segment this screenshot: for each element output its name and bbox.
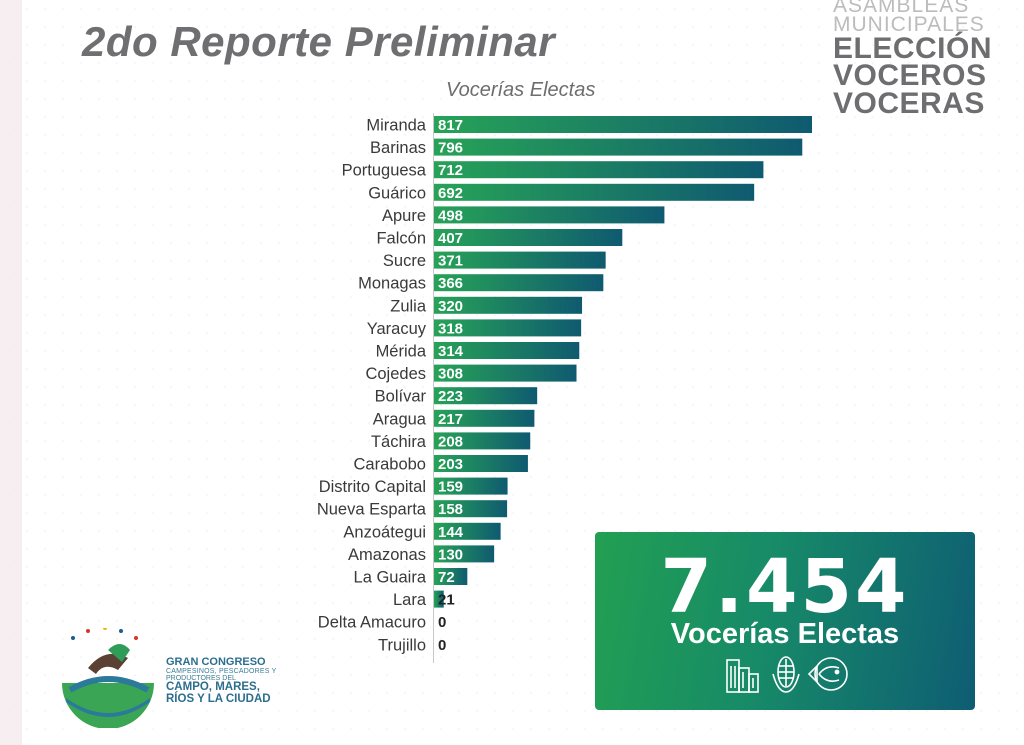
value-label: 308 xyxy=(438,366,463,383)
value-label: 21 xyxy=(438,592,455,609)
value-label: 130 xyxy=(438,546,463,563)
value-label: 371 xyxy=(438,253,463,270)
value-label: 712 xyxy=(438,162,463,179)
bar xyxy=(434,500,508,518)
buildings-icon xyxy=(726,659,759,693)
congress-line2: CAMPESINOS, PESCADORES Y xyxy=(166,668,277,676)
category-label: Monagas xyxy=(358,275,426,293)
bar xyxy=(434,568,468,585)
bar xyxy=(434,409,535,427)
bar xyxy=(434,229,623,246)
category-label: Amazonas xyxy=(348,546,426,564)
total-label: Vocerías Electas xyxy=(670,618,900,650)
category-label: Delta Amacuro xyxy=(318,614,426,632)
bar xyxy=(434,138,803,156)
congress-logo xyxy=(62,628,154,728)
value-label: 692 xyxy=(438,185,463,202)
event-logo-line2: MUNICIPALES xyxy=(833,13,985,37)
chart-subtitle: Vocerías Electas xyxy=(446,79,596,101)
bar xyxy=(434,545,495,563)
category-label: Distrito Capital xyxy=(319,478,426,496)
bar xyxy=(434,342,580,359)
congress-line3: PRODUCTORES DEL xyxy=(166,675,236,683)
bar xyxy=(434,274,604,292)
event-logo-line5: VOCERAS xyxy=(833,86,985,120)
value-label: 0 xyxy=(438,614,446,631)
page-title: 2do Reporte Preliminar xyxy=(82,18,556,65)
value-label: 217 xyxy=(438,411,463,428)
bar xyxy=(434,387,538,405)
category-label: Falcón xyxy=(376,230,426,248)
category-label: Yaracuy xyxy=(367,320,427,338)
value-label: 223 xyxy=(438,388,463,405)
bar xyxy=(434,206,665,224)
total-value: 7.454 xyxy=(660,544,910,630)
value-label: 314 xyxy=(438,343,464,360)
category-label: Mérida xyxy=(376,343,427,361)
bar xyxy=(434,522,501,540)
value-label: 817 xyxy=(438,117,463,134)
category-label: Sucre xyxy=(383,252,426,270)
congress-line1: GRAN CONGRESO xyxy=(166,656,266,668)
fish-icon xyxy=(807,657,848,691)
bar xyxy=(434,296,583,314)
value-label: 203 xyxy=(438,456,463,473)
congress-line4: CAMPO, MARES, xyxy=(166,681,260,694)
category-label: Lara xyxy=(393,591,427,609)
congress-logo-text: GRAN CONGRESO CAMPESINOS, PESCADORES Y P… xyxy=(166,656,281,706)
value-label: 159 xyxy=(438,479,463,496)
category-label: Apure xyxy=(382,207,426,225)
category-label: Anzoátegui xyxy=(343,523,426,541)
value-label: 796 xyxy=(438,140,463,157)
total-summary-card: 7.454 Vocerías Electas xyxy=(595,532,975,710)
category-label: Nueva Esparta xyxy=(317,501,427,519)
bar xyxy=(434,477,508,495)
value-label: 158 xyxy=(438,501,463,518)
bar xyxy=(434,183,755,201)
bar xyxy=(434,251,606,269)
bar xyxy=(434,455,528,472)
total-icons xyxy=(726,656,848,693)
bar xyxy=(434,364,577,382)
congress-line5: RÍOS Y LA CIUDAD xyxy=(166,693,271,706)
event-logo: ASAMBLEAS MUNICIPALES ELECCIÓN VOCEROS V… xyxy=(833,0,1003,120)
event-logo-line4: VOCEROS xyxy=(833,59,987,93)
bar xyxy=(434,161,764,179)
value-label: 407 xyxy=(438,230,463,247)
value-label: 498 xyxy=(438,207,463,224)
event-logo-line3: ELECCIÓN xyxy=(833,31,993,65)
category-label: Cojedes xyxy=(365,365,426,383)
category-label: Aragua xyxy=(373,410,427,428)
value-label: 144 xyxy=(438,524,464,541)
category-label: Bolívar xyxy=(375,388,427,406)
bar xyxy=(434,116,812,133)
corn-icon xyxy=(772,656,800,693)
category-label: Táchira xyxy=(371,433,427,451)
category-label: Carabobo xyxy=(354,456,426,474)
value-label: 0 xyxy=(438,637,446,654)
chart-axis-line xyxy=(433,113,434,663)
bar xyxy=(434,432,531,450)
bar xyxy=(434,590,444,608)
bars-group: Miranda 817 Barinas 796 Portuguesa 712 Guárico… xyxy=(317,116,812,654)
category-label: La Guaira xyxy=(354,569,427,587)
event-logo-line1: ASAMBLEAS xyxy=(833,0,970,17)
value-label: 208 xyxy=(438,433,463,450)
bar xyxy=(434,319,582,337)
category-label: Portuguesa xyxy=(342,162,427,180)
value-label: 72 xyxy=(438,569,455,586)
category-label: Guárico xyxy=(368,184,426,202)
value-label: 320 xyxy=(438,298,463,315)
category-label: Barinas xyxy=(370,139,426,157)
value-label: 318 xyxy=(438,320,463,337)
category-label: Trujillo xyxy=(378,636,426,654)
category-label: Zulia xyxy=(390,297,427,315)
category-label: Miranda xyxy=(366,117,426,135)
value-label: 366 xyxy=(438,275,463,292)
